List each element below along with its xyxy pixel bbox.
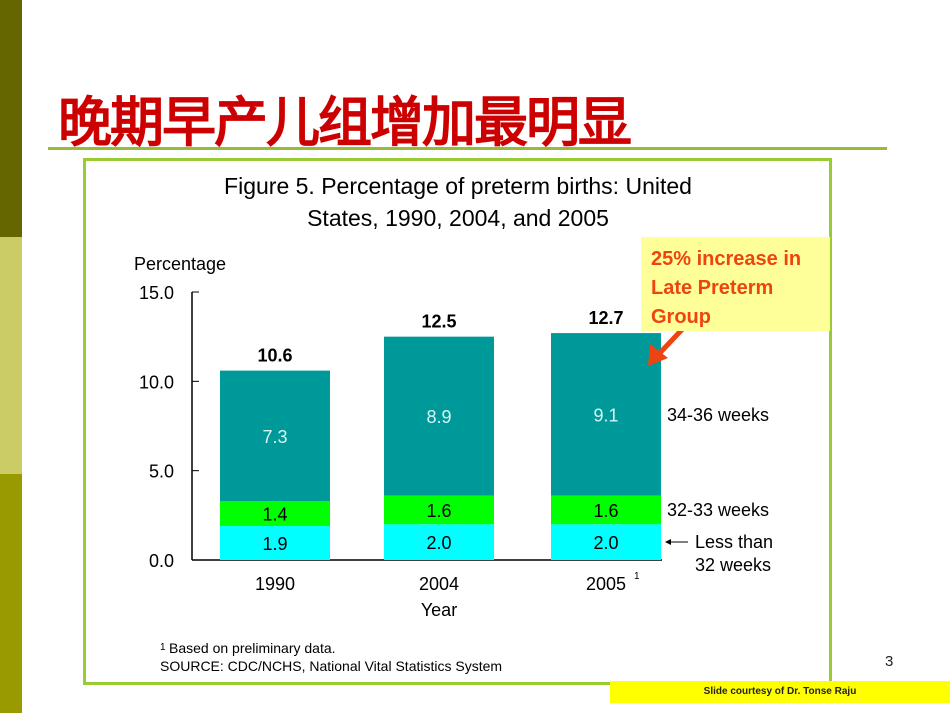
bar-value-label: 2.0: [593, 533, 618, 553]
x-tick-label: 2004: [419, 574, 459, 594]
callout-box: 25% increase in Late Preterm Group: [641, 237, 830, 331]
sidebar-stripe-light: [0, 237, 22, 474]
bar-segment: [384, 524, 494, 560]
bar-segment: [220, 370, 330, 502]
bar-value-label: 2.0: [426, 533, 451, 553]
y-tick-label: 0.0: [149, 551, 174, 571]
courtesy-banner: Slide courtesy of Dr. Tonse Raju: [610, 681, 950, 703]
footnote-mark: 1: [160, 642, 166, 653]
bar-segment: [384, 495, 494, 525]
footnote: Based on preliminary data.: [169, 640, 336, 656]
bar-segment: [220, 501, 330, 527]
x-tick-label: 1990: [255, 574, 295, 594]
legend-arrow-head-icon: [665, 539, 671, 545]
legend-34-36-weeks: 34-36 weeks: [667, 405, 769, 425]
x-tick-superscript: 1: [634, 571, 640, 582]
bar-value-label: 7.3: [262, 427, 287, 447]
y-tick-label: 15.0: [139, 283, 174, 303]
y-tick-label: 10.0: [139, 372, 174, 392]
bar-value-label: 1.6: [426, 501, 451, 521]
y-axis-label: Percentage: [134, 254, 226, 274]
arrow-head-icon: [648, 344, 668, 366]
legend-32-33-weeks: 32-33 weeks: [667, 500, 769, 520]
y-tick-label: 5.0: [149, 462, 174, 482]
source-note: SOURCE: CDC/NCHS, National Vital Statist…: [160, 658, 502, 674]
bar-value-label: 9.1: [593, 405, 618, 425]
legend-less-than-32-line2: 32 weeks: [695, 555, 771, 575]
bar-segment: [551, 524, 661, 560]
bar-value-label: 1.9: [262, 534, 287, 554]
bar-segment: [220, 526, 330, 560]
bar-total-label: 12.7: [588, 308, 623, 328]
title-divider: [48, 147, 887, 150]
chart-frame: [83, 158, 832, 685]
x-tick-label: 2005: [586, 574, 626, 594]
bar-segment: [551, 333, 661, 496]
bar-total-label: 10.6: [257, 346, 292, 366]
chart-title-line1: Figure 5. Percentage of preterm births: …: [224, 173, 692, 199]
bar-value-label: 8.9: [426, 407, 451, 427]
legend-less-than-32-line1: Less than: [695, 532, 773, 552]
bar-segment: [551, 495, 661, 525]
slide-title: 晚期早产儿组增加最明显: [58, 91, 632, 154]
bar-value-label: 1.4: [262, 505, 287, 525]
sidebar-stripe-olive: [0, 474, 22, 713]
bar-total-label: 12.5: [421, 312, 456, 332]
bar-value-label: 1.6: [593, 501, 618, 521]
sidebar-stripe-dark: [0, 0, 22, 237]
x-axis-label: Year: [421, 600, 457, 620]
bar-segment: [384, 336, 494, 496]
page-number: 3: [885, 653, 894, 670]
chart-title-line2: States, 1990, 2004, and 2005: [307, 205, 609, 231]
